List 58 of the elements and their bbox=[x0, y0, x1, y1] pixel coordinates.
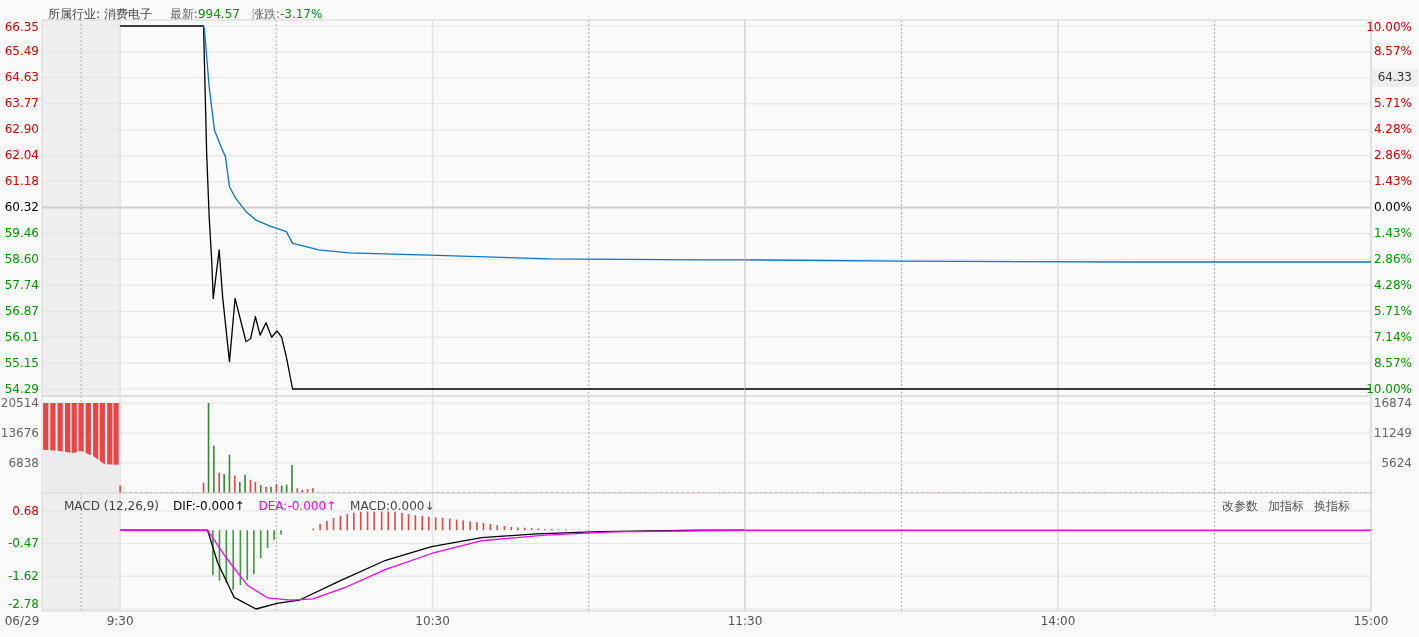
y-tick-label: 66.35 bbox=[4, 19, 39, 34]
y2-tick-label: 1.43% bbox=[1373, 174, 1412, 189]
y-tick-label: 55.15 bbox=[4, 355, 39, 370]
series-label: DIF:-0.000↑ bbox=[172, 498, 245, 513]
text: DEA:-0.000↑ bbox=[258, 498, 337, 513]
y2-tick-label: 4.28% bbox=[1373, 277, 1412, 292]
y-tick-label: 0.68 bbox=[12, 503, 39, 518]
y2-tick-label: 1.43% bbox=[1373, 225, 1412, 240]
x-tick-label: 10:30 bbox=[415, 613, 450, 628]
y-tick-label: 13676 bbox=[0, 425, 39, 440]
x-tick-label: 14:00 bbox=[1040, 613, 1076, 628]
chart-title: MACD (12,26,9) bbox=[64, 498, 159, 513]
y2-tick-label: 16874 bbox=[1373, 395, 1412, 410]
x-tick-label: 15:00 bbox=[1353, 613, 1389, 628]
y2-tick-label: 0.00% bbox=[1373, 200, 1412, 214]
y2-tick-label: 5.71% bbox=[1373, 303, 1412, 318]
y-tick-label: 59.46 bbox=[4, 225, 39, 240]
y2-tick-label: 2.86% bbox=[1373, 251, 1412, 266]
text: 涨跌: bbox=[251, 6, 280, 21]
y2-tick-label: 11249 bbox=[1373, 425, 1412, 440]
y-tick-label: 6838 bbox=[8, 455, 39, 470]
y2-tick-label: 5.71% bbox=[1373, 96, 1412, 111]
annotation: 换指标 bbox=[1314, 498, 1350, 513]
y-tick-label: 63.77 bbox=[4, 96, 39, 111]
y2-tick-label: 7.14% bbox=[1373, 329, 1412, 344]
y2-tick-label: 8.57% bbox=[1373, 355, 1412, 370]
y2-tick-label: 10.00% bbox=[1366, 381, 1412, 396]
text: 最新: bbox=[169, 6, 198, 21]
y2-tick-label: 5624 bbox=[1381, 455, 1412, 470]
y-tick-label: 61.18 bbox=[4, 174, 39, 189]
y-tick-label: 54.29 bbox=[4, 381, 39, 396]
x-axis-title: 06/29 bbox=[4, 613, 40, 628]
y-tick-label: 20514 bbox=[0, 395, 39, 410]
y-tick-label: -0.47 bbox=[7, 536, 39, 551]
annotation: 改参数 bbox=[1222, 498, 1258, 513]
y-tick-label: -2.78 bbox=[7, 596, 39, 611]
y-tick-label: 62.04 bbox=[4, 148, 39, 163]
y-tick-label: 65.49 bbox=[4, 44, 39, 59]
x-tick-label: 11:30 bbox=[727, 613, 763, 628]
y-tick-label: 56.87 bbox=[4, 303, 39, 318]
y-tick-label: 56.01 bbox=[4, 329, 39, 344]
y2-tick-label: 4.28% bbox=[1373, 122, 1412, 137]
y-tick-label: -1.62 bbox=[7, 568, 39, 583]
text: -3.17% bbox=[279, 6, 323, 21]
y-tick-label: 57.74 bbox=[4, 277, 39, 292]
y-tick-label: 64.63 bbox=[4, 70, 39, 85]
text: 994.57 bbox=[197, 6, 240, 21]
y2-tick-label: 10.00% bbox=[1366, 19, 1412, 34]
y-tick-label: 58.60 bbox=[4, 251, 39, 266]
text: 64.33 bbox=[1377, 70, 1412, 85]
y-tick-label: 62.90 bbox=[4, 122, 39, 137]
y2-tick-label: 2.86% bbox=[1373, 148, 1412, 163]
y2-tick-label: 8.57% bbox=[1373, 44, 1412, 59]
chart-title: 所属行业: 消费电子 bbox=[48, 6, 152, 21]
annotation: 加指标 bbox=[1268, 498, 1304, 513]
y-tick-label: 60.32 bbox=[4, 200, 39, 214]
series-label: MACD:0.000↓ bbox=[350, 498, 435, 513]
x-tick-label: 9:30 bbox=[106, 613, 134, 628]
